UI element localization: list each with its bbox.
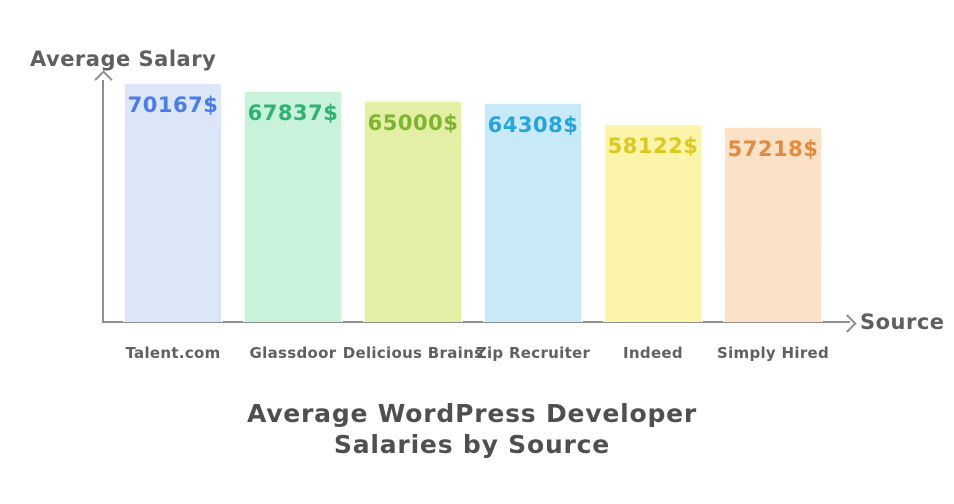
bar-glassdoor: 67837$: [243, 90, 343, 322]
chart-title-line1: Average WordPress Developer: [246, 399, 698, 428]
x-axis-arrow-right-icon: [838, 314, 857, 333]
x-tick-label-glassdoor: Glassdoor: [249, 344, 337, 362]
x-tick-label-delicious-brains: Delicious Brains: [342, 344, 484, 362]
y-axis-label: Average Salary: [30, 47, 217, 71]
bar-value-label: 58122$: [607, 134, 699, 158]
bar-zip-recruiter: 64308$: [483, 102, 583, 322]
x-tick-label-indeed: Indeed: [623, 344, 683, 362]
chart-title-line2: Salaries by Source: [333, 430, 611, 459]
bar-value-label: 57218$: [727, 137, 819, 161]
y-axis-arrow-up-icon: [94, 70, 113, 89]
x-tick-label-zip-recruiter: Zip Recruiter: [475, 344, 591, 362]
x-axis-label: Source: [860, 310, 945, 334]
x-tick-label-simply-hired: Simply Hired: [716, 344, 830, 362]
bar-talent-com: 70167$: [123, 82, 223, 322]
bar-delicious-brains: 65000$: [363, 100, 463, 322]
bar-value-label: 65000$: [367, 111, 459, 135]
y-axis-line: [102, 80, 104, 323]
x-tick-label-talent-com: Talent.com: [125, 344, 221, 362]
chart-title: Average WordPress Developer Salaries by …: [0, 398, 944, 460]
bar-value-label: 70167$: [127, 93, 219, 117]
x-tick-labels: Talent.com Glassdoor Delicious Brains Zip R…: [123, 344, 830, 362]
x-axis-line: [102, 321, 850, 323]
bar-value-label: 67837$: [247, 101, 339, 125]
bar-simply-hired: 57218$: [723, 126, 823, 322]
bar-value-label: 64308$: [487, 113, 579, 137]
bars-container: 70167$ 67837$ 65000$ 64308$ 58122$ 57218$: [123, 82, 823, 322]
bar-indeed: 58122$: [603, 123, 703, 322]
